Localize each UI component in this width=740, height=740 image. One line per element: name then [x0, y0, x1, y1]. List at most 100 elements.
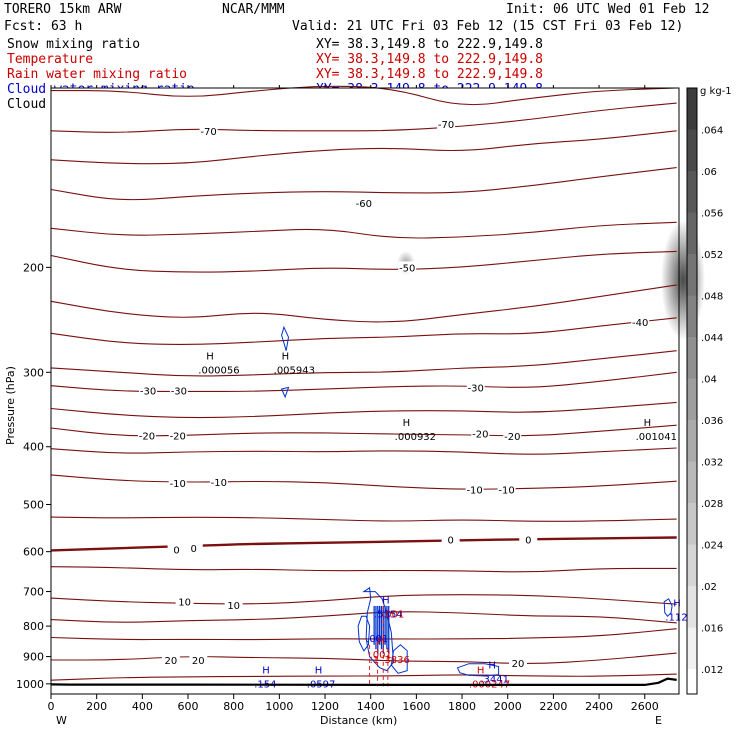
colorbar-tick-label: .044 [701, 333, 723, 344]
isotherm-label-bg [519, 533, 538, 545]
maximum-marker-h: H [282, 352, 290, 363]
x-tick-label: 1400 [357, 700, 385, 713]
colorbar-swatch [687, 420, 697, 463]
isotherm-label: 20 [512, 659, 525, 670]
cloud-water-contour [390, 644, 408, 674]
y-tick-label: 900 [23, 651, 44, 664]
y-tick-label: 400 [23, 441, 44, 454]
center-title: NCAR/MMM [222, 2, 285, 17]
isotherm-label-bg [175, 595, 194, 607]
colorbar-swatch [687, 337, 697, 380]
isotherm-line [51, 85, 677, 106]
maximum-value: .001 [382, 610, 404, 621]
x-tick-label: 2600 [631, 700, 659, 713]
colorbar-tick-label: .016 [701, 624, 723, 635]
legend-entry-name: Temperature [7, 52, 93, 67]
x-tick-label: 1800 [448, 700, 476, 713]
isotherm-label-bg [161, 654, 180, 666]
maximum-value: .001041 [636, 432, 677, 443]
colorbar-tick-label: .04 [701, 375, 717, 386]
maximum-value: .3441 [480, 674, 509, 685]
maximum-value: .000056 [198, 366, 239, 377]
cloud-water-contour [663, 598, 673, 617]
maximum-value: .000932 [395, 432, 436, 443]
maximum-marker-h: H [206, 352, 214, 363]
isotherm-line [50, 516, 677, 522]
isotherm-line [50, 221, 677, 239]
model-title: TORERO 15km ARW [4, 2, 122, 17]
isotherm-line [50, 401, 677, 419]
cloud-water-contour [281, 325, 290, 351]
x-tick-label: 400 [132, 700, 153, 713]
isotherm-line [50, 536, 677, 552]
x-axis-label: Distance (km) [320, 714, 397, 727]
colorbar-swatch [687, 295, 697, 339]
init-time: Init: 06 UTC Wed 01 Feb 12 [506, 2, 710, 17]
maximum-marker-h: H [382, 596, 390, 607]
isotherm-label-bg [466, 381, 485, 393]
isotherm-label: -10 [170, 479, 186, 490]
x-tick-label: 1600 [402, 700, 430, 713]
y-axis: 200 300 400 500 600 700 800 900 1000 [16, 261, 51, 691]
y-tick-label: 500 [23, 498, 44, 511]
colorbar-tick-label: .024 [701, 541, 723, 552]
isotherm-label: -30 [140, 387, 156, 398]
isotherm-label: -70 [438, 120, 454, 131]
colorbar-tick-label: .028 [701, 499, 723, 510]
y-tick-label: 800 [23, 620, 44, 633]
maximum-marker-h: H [488, 660, 496, 671]
isotherm-line [50, 474, 677, 490]
isotherm-label-bg [167, 543, 186, 555]
legend-entry-xy: XY= 38.3,149.8 to 222.9,149.8 [316, 67, 543, 82]
colorbar-tick-label: .012 [701, 665, 723, 676]
isotherm-label-bg [169, 384, 188, 396]
isotherm-label: -10 [466, 486, 482, 497]
x-tick-label: 600 [178, 700, 199, 713]
colorbar-tick-label: .06 [701, 167, 717, 178]
colorbar-swatch [687, 254, 697, 297]
x-tick-label: 200 [86, 700, 107, 713]
isotherm-line [50, 102, 677, 133]
x-axis: 0 200 400 600 800 1000 1200 1400 1600 1800 2000 220… [48, 85, 659, 713]
x-tick-label: 2000 [494, 700, 522, 713]
isotherm-label: 20 [165, 656, 178, 667]
isotherm-line [50, 317, 677, 345]
snow-shading-east [661, 220, 705, 340]
x-tick-label: 2200 [539, 700, 567, 713]
maximum-marker-h: H [673, 598, 681, 609]
colorbar-tick-label: .02 [701, 582, 717, 593]
colorbar-swatch [687, 212, 697, 256]
y-axis-label: Pressure (hPa) [4, 366, 17, 445]
colorbar-tick-label: .064 [701, 126, 723, 137]
maximum-marker-h: H [378, 636, 386, 647]
isotherm-label: -20 [504, 432, 520, 443]
isotherm-line [50, 447, 677, 455]
isotherm-line [50, 167, 677, 201]
isotherm-label: 0 [173, 545, 179, 556]
colorbar-swatch [687, 586, 697, 629]
rain-water-contours [369, 598, 389, 687]
isotherm-label: 0 [447, 536, 453, 547]
colorbar-swatch [687, 378, 697, 422]
colorbar-tick-label: .048 [701, 292, 723, 303]
colorbar-tick-label: .056 [701, 209, 723, 220]
maximum-value: .1 [370, 655, 380, 666]
colorbar-swatch [687, 669, 697, 712]
colorbar: .064 .06 .056 .052 .048 .044 .04 .036 .032 .028 .0… [686, 86, 732, 712]
isotherm-line [50, 284, 677, 323]
maximum-marker-h: H [477, 665, 485, 676]
isotherm-label-bg [354, 197, 373, 209]
colorbar-unit: g kg-1 [700, 86, 732, 97]
isotherm-line [50, 628, 677, 641]
colorbar-tick-label: .052 [701, 250, 723, 261]
isotherm-label: -10 [498, 486, 514, 497]
maximum-marker-h: H [262, 665, 270, 676]
maximum-value: .112 [665, 612, 687, 623]
x-tick-label: 2400 [585, 700, 613, 713]
colorbar-swatch [687, 544, 697, 588]
colorbar-swatch [687, 171, 697, 214]
isotherm-label: -20 [472, 429, 488, 440]
isotherm-label: 10 [227, 601, 240, 612]
colorbar-swatch [687, 627, 697, 671]
